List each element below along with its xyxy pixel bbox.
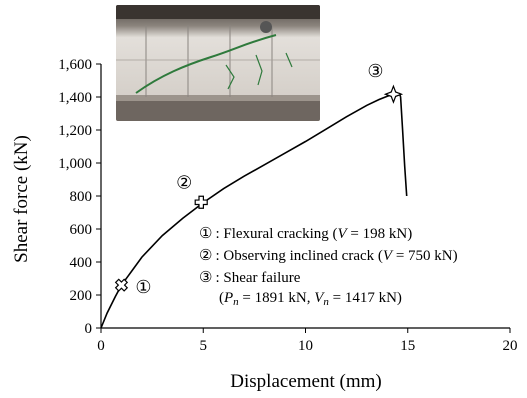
y-tick-label: 400 (70, 255, 93, 271)
marker-1-label: ① (135, 277, 151, 297)
legend-line-1: ①: Flexural cracking (V = 198 kN) (199, 226, 412, 242)
x-ticks: 0 5 10 15 20 (97, 328, 518, 354)
y-tick-label: 1,000 (58, 156, 92, 172)
legend: ①: Flexural cracking (V = 198 kN) ②: Obs… (199, 226, 458, 308)
specimen-crack-photo-icon (116, 5, 320, 121)
specimen-photo (116, 5, 320, 121)
x-tick-label: 0 (97, 338, 105, 354)
y-tick-label: 200 (70, 288, 93, 304)
legend-line-3: ③: Shear failure (199, 270, 301, 286)
y-tick-label: 0 (85, 321, 93, 337)
marker-3-label: ③ (367, 61, 383, 81)
event-markers: ① ② ③ (114, 61, 404, 297)
y-ticks: 0 200 400 600 800 1,000 1,200 1,400 1,600 (58, 57, 101, 337)
y-axis-title: Shear force (kN) (11, 135, 32, 263)
x-tick-label: 15 (400, 338, 415, 354)
y-tick-label: 1,600 (58, 57, 92, 73)
legend-line-4: (Pn = 1891 kN, Vn = 1417 kN) (219, 290, 402, 308)
marker-2-icon (194, 195, 208, 209)
y-tick-label: 600 (70, 222, 93, 238)
y-tick-label: 1,400 (58, 90, 92, 106)
marker-3-icon (383, 84, 404, 104)
axes: 0 5 10 15 20 0 200 400 600 800 1,000 1,200 1,400 1,6… (58, 57, 517, 354)
x-tick-label: 20 (503, 338, 518, 354)
y-tick-label: 800 (70, 189, 93, 205)
x-tick-label: 5 (200, 338, 208, 354)
marker-2-label: ② (176, 172, 192, 192)
legend-line-2: ②: Observing inclined crack (V = 750 kN) (199, 248, 458, 264)
x-axis-title: Displacement (mm) (230, 371, 381, 392)
x-tick-label: 10 (298, 338, 313, 354)
marker-1-icon (114, 278, 129, 292)
y-tick-label: 1,200 (58, 123, 92, 139)
